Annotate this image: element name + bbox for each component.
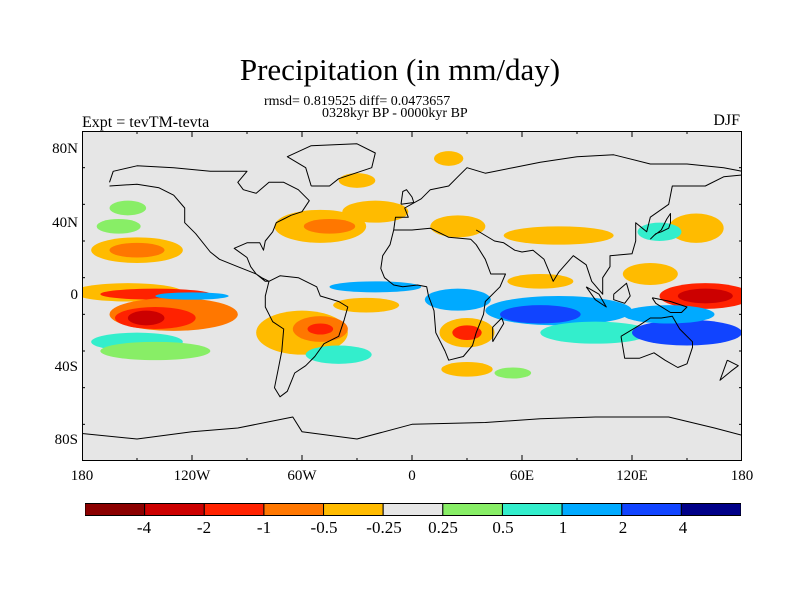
lat-tick-label: 0 [70,287,79,303]
anomaly-region [668,213,724,243]
map-title: Precipitation (in mm/day) [239,52,561,87]
anomaly-region [303,219,356,234]
anomaly-region [441,362,493,377]
colorbar-swatch [621,503,682,516]
colorbar [85,503,741,516]
lon-tick-label: 0 [408,468,416,484]
anomaly-region [305,345,372,364]
lat-tick-label: 40N [52,215,78,231]
colorbar-swatch [680,503,741,516]
lon-tick-label: 120W [173,468,211,484]
coastline [649,213,671,240]
anomaly-region [540,321,651,344]
anomaly-region [127,310,165,326]
coastline [475,174,742,295]
coastline [585,286,607,308]
anomaly-region [494,367,532,379]
colorbar-swatch [85,503,146,516]
coastline [400,189,415,205]
map-frame [82,131,742,461]
coastline [286,143,376,187]
colorbar-label: 1 [558,518,568,537]
experiment-label: Expt = tevTM-tevta [82,114,210,131]
anomaly-region [109,242,165,258]
lon-tick-label: 120E [616,468,648,484]
anomaly-region [338,173,376,188]
colorbar-label: -0.5 [310,518,338,537]
anomaly-region [507,274,574,289]
anomaly-region [677,288,733,304]
lon-tick-label: 180 [70,468,94,484]
anomaly-region [155,292,229,300]
colorbar-label: -4 [136,518,152,537]
precipitation-map [82,131,742,461]
stats-subtitle: rmsd= 0.819525 diff= 0.0473657 [264,94,451,109]
anomaly-region [342,200,409,223]
colorbar-label: 0.25 [428,518,458,537]
anomaly-region [430,215,486,238]
colorbar-label: 4 [678,518,688,537]
lon-tick-label: 180 [730,468,754,484]
coastline [393,154,742,231]
anomaly-region [100,341,211,361]
colorbar-swatch [501,503,563,516]
coastline [82,416,742,440]
anomaly-region [500,305,581,324]
anomaly-region [452,325,482,340]
anomaly-region [632,319,742,346]
colorbar-label: -2 [196,518,212,537]
colorbar-swatch [442,503,503,516]
anomaly-region [434,151,464,166]
coastline [613,282,631,304]
colorbar-label: 2 [618,518,628,537]
colorbar-swatch [263,503,325,516]
lat-tick-label: 40S [54,359,78,375]
colorbar-label: -1 [256,518,272,537]
anomaly-region [333,297,400,313]
period-subtitle: 0328kyr BP - 0000kyr BP [322,106,468,121]
coastline [264,275,349,398]
anomaly-region [424,288,491,311]
coastline [380,227,506,361]
lon-tick-label: 60W [287,468,317,484]
anomaly-region [503,226,614,245]
coastline [109,165,310,282]
anomaly-region [96,219,141,234]
coastlines [82,143,742,440]
anomaly-region [307,323,334,335]
colorbar-label: -0.25 [366,518,402,537]
coastline [651,297,688,313]
colorbar-swatch [144,503,205,516]
colorbar-swatch [561,503,623,516]
lat-tick-label: 80S [54,432,78,448]
coastline [620,315,693,368]
anomaly-fields [82,151,742,379]
coastline [719,359,739,381]
lon-tick-label: 60E [509,468,535,484]
season-label: DJF [713,112,740,129]
coastline [492,317,505,343]
colorbar-label: 0.5 [492,518,514,537]
anomaly-region [109,200,147,216]
anomaly-region [622,263,678,285]
anomaly-region [329,281,422,293]
colorbar-swatch [323,503,384,516]
colorbar-swatch [382,503,444,516]
lat-tick-label: 80N [52,141,78,157]
anomaly-region [622,305,715,324]
colorbar-swatch [203,503,265,516]
